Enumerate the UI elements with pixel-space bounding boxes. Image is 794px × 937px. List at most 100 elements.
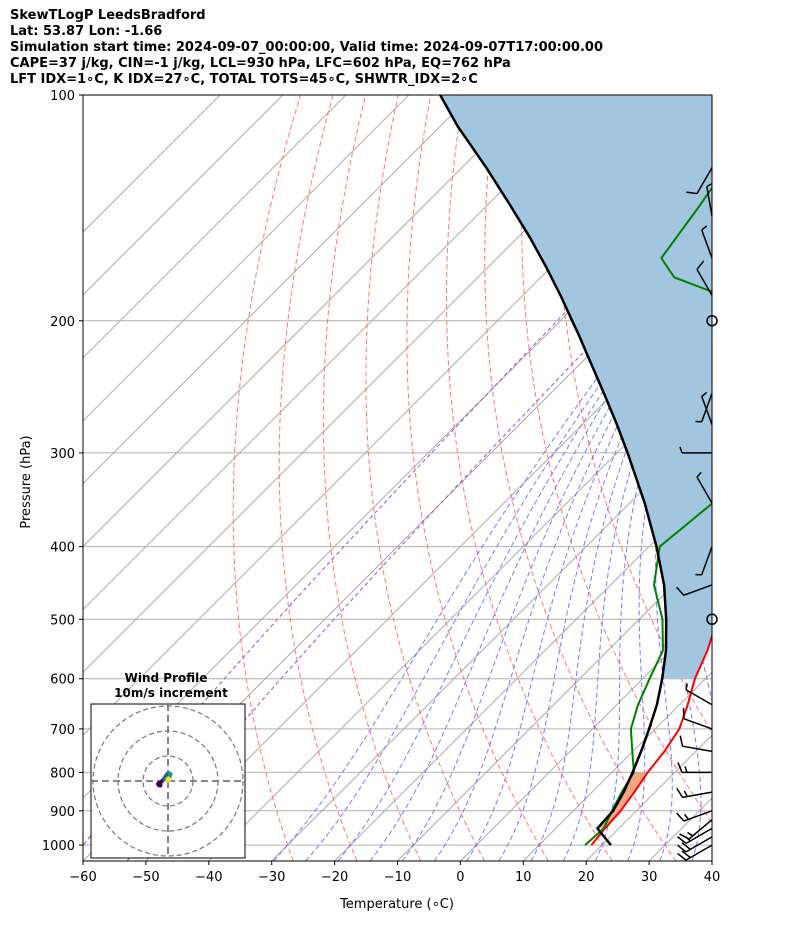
time-line: Simulation start time: 2024-09-07_00:00:… [10, 40, 603, 55]
x-tick-label: −60 [69, 870, 96, 885]
barb-flag [686, 191, 698, 195]
y-tick-label: 800 [50, 766, 75, 781]
wind-barb [695, 546, 713, 576]
barb-staff [701, 546, 713, 576]
dry-adiabat [724, 95, 794, 861]
isotherm-line [83, 95, 535, 548]
isotherm-line [83, 95, 472, 485]
barb-staff [701, 229, 713, 259]
inset-title: Wind Profile [125, 671, 208, 685]
wind-barb [679, 735, 713, 753]
x-tick-label: 0 [456, 870, 464, 885]
moist-adiabat [401, 245, 712, 861]
barb-flag [681, 850, 691, 859]
parcel-profile [439, 95, 668, 846]
wind-barb [685, 683, 713, 706]
barb-half-flag [695, 420, 702, 423]
wind-barb [677, 844, 713, 861]
plot-area [83, 95, 794, 861]
isotherm-line [83, 95, 598, 611]
isotherm-line [145, 294, 712, 861]
dry-adiabat [365, 95, 485, 861]
index-line: LFT IDX=1∘C, K IDX=27∘C, TOTAL TOTS=45∘C… [10, 72, 478, 87]
y-tick-label: 500 [50, 613, 75, 628]
barb-staff [701, 396, 713, 425]
barb-staff [685, 836, 713, 853]
isotherm-line [208, 357, 712, 861]
x-tick-label: −20 [321, 870, 348, 885]
barb-staff [683, 717, 713, 730]
wind-barbs [676, 167, 718, 861]
wind-barb [679, 446, 712, 454]
wind-barb [696, 471, 713, 504]
dry-adiabat [446, 95, 613, 861]
location-line: Lat: 53.87 Lon: -1.66 [10, 24, 163, 39]
y-tick-label: 100 [50, 89, 75, 104]
barb-flag [679, 833, 690, 840]
y-tick-label: 200 [50, 315, 75, 330]
barb-half-flag [696, 471, 702, 478]
x-tick-label: −10 [384, 870, 411, 885]
barb-staff [685, 844, 713, 861]
isotherm-line [522, 671, 712, 861]
barb-staff [685, 827, 713, 845]
chart-title: SkewTLogP LeedsBradford [10, 8, 206, 23]
dry-adiabat [789, 95, 794, 861]
barb-staff [696, 167, 713, 195]
barb-staff [696, 269, 713, 296]
barb-half-flag [706, 182, 713, 188]
barb-half-flag [684, 766, 688, 773]
barb-staff [683, 584, 713, 596]
y-tick-label: 400 [50, 541, 75, 556]
wind-barb [701, 391, 713, 425]
dry-adiabat [406, 95, 549, 861]
wind-barb [682, 707, 713, 730]
barb-flag [679, 735, 684, 747]
barb-half-flag [701, 391, 708, 397]
barb-flag [676, 812, 685, 822]
moist-adiabat [466, 256, 712, 861]
isotherm-line [334, 482, 712, 861]
y-tick-label: 900 [50, 805, 75, 820]
barb-half-flag [685, 683, 689, 690]
x-tick-label: −40 [195, 870, 222, 885]
dry-adiabat [757, 95, 794, 861]
barb-flag [676, 787, 684, 798]
isotherm-line [83, 95, 284, 296]
moist-adiabat [337, 236, 712, 861]
isotherm-line [397, 545, 712, 861]
wind-barb [677, 762, 712, 774]
barb-staff [706, 186, 713, 217]
dry-adiabat [484, 95, 677, 861]
y-tick-label: 600 [50, 673, 75, 688]
wind-barb [696, 260, 713, 296]
barb-half-flag [683, 790, 689, 797]
y-axis-label: Pressure (hPa) [19, 435, 34, 528]
wind-barb [679, 819, 713, 840]
inset-clip-group [91, 704, 245, 858]
barb-half-flag [679, 446, 683, 454]
barb-flag [677, 852, 687, 861]
dry-adiabat [278, 95, 358, 861]
mixing-ratio-line [126, 218, 712, 861]
chart-header: SkewTLogP LeedsBradford Lat: 53.87 Lon: … [10, 8, 603, 88]
y-tick-label: 1000 [42, 839, 75, 854]
barb-flag [681, 842, 691, 850]
wind-barb [677, 836, 713, 853]
barb-flag [696, 260, 705, 270]
calm-wind-circle [706, 613, 718, 626]
wind-barb [686, 167, 713, 195]
wind-barb [676, 810, 713, 822]
cape-line: CAPE=37 j/kg, CIN=-1 j/kg, LCL=930 hPa, … [10, 56, 511, 71]
y-tick-label: 300 [50, 447, 75, 462]
barb-staff [685, 689, 713, 706]
calm-wind-circle [706, 315, 718, 327]
barb-flag [677, 762, 683, 773]
wind-barb [676, 584, 713, 596]
moist-adiabat [305, 232, 712, 861]
barb-flag [682, 707, 685, 719]
cape-area [440, 95, 712, 679]
barb-half-flag [701, 225, 708, 231]
